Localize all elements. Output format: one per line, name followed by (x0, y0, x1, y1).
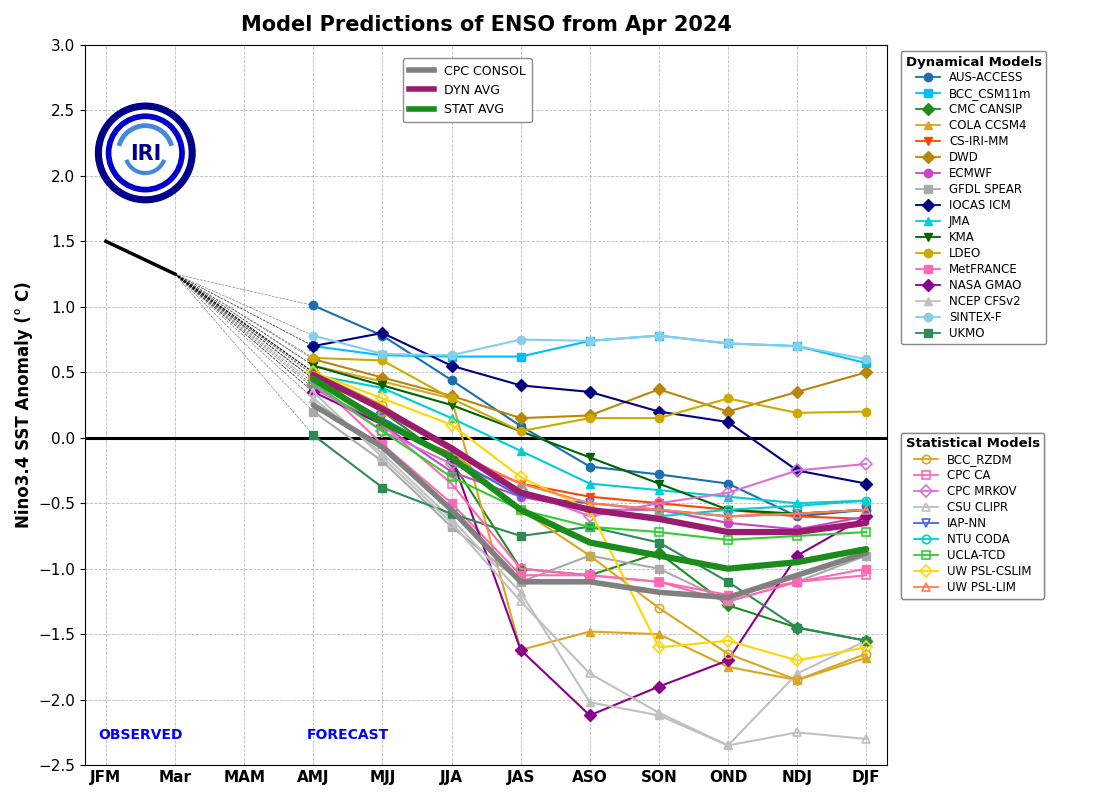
Legend: BCC_RZDM, CPC CA, CPC MRKOV, CSU CLIPR, IAP-NN, NTU CODA, UCLA-TCD, UW PSL-CSLIM: BCC_RZDM, CPC CA, CPC MRKOV, CSU CLIPR, … (901, 433, 1045, 598)
Text: OBSERVED: OBSERVED (98, 728, 183, 742)
Title: Model Predictions of ENSO from Apr 2024: Model Predictions of ENSO from Apr 2024 (241, 15, 732, 35)
Y-axis label: Nino3.4 SST Anomaly (° C): Nino3.4 SST Anomaly (° C) (15, 282, 33, 528)
Text: FORECAST: FORECAST (307, 728, 389, 742)
